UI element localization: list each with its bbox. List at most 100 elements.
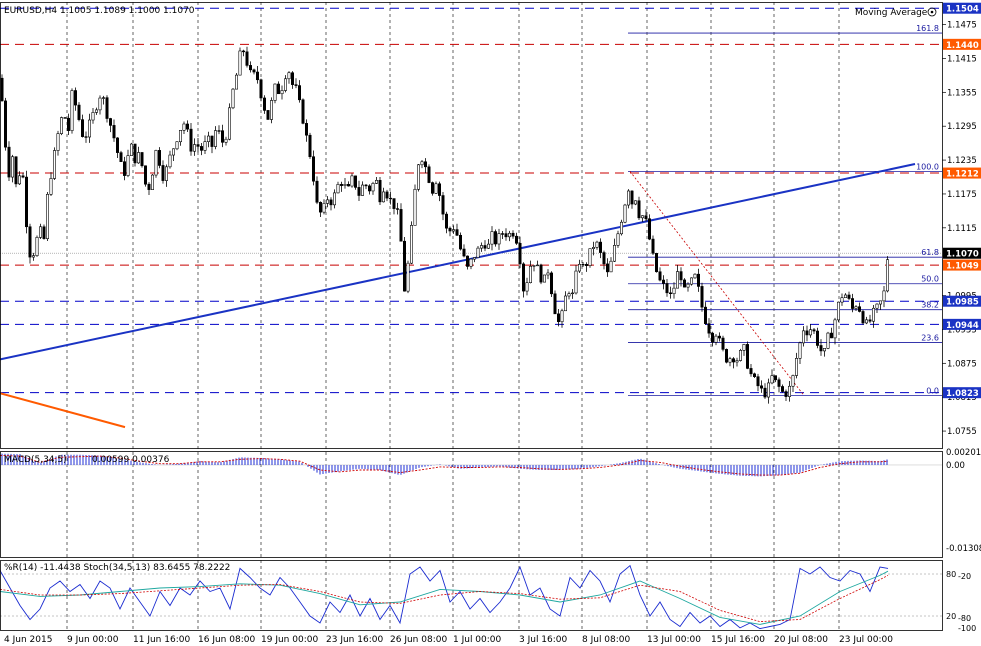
williams-r-line (0, 564, 889, 630)
candle-body (45, 194, 49, 239)
candle-body (689, 277, 693, 285)
candle-body (777, 379, 781, 387)
macd-tick-label: 0.00201 (946, 448, 981, 458)
candle-body (406, 262, 410, 292)
candle-body (189, 128, 193, 152)
candle-body (514, 235, 518, 244)
price-tag-label: 1.1212 (946, 170, 979, 180)
candle-body (249, 65, 253, 71)
macd-panel[interactable]: 0.00201 0.00 -0.01308 (0, 448, 981, 554)
price-tick-label: 1.1175 (947, 190, 977, 200)
candle-body (738, 350, 742, 361)
candle-body (245, 51, 249, 66)
candle-body (67, 117, 71, 131)
fib-level-label: 100.0 (916, 162, 939, 171)
candle-body (672, 287, 676, 295)
candle-body (801, 330, 805, 344)
candle-body (504, 233, 508, 238)
candle-body (311, 156, 315, 182)
price-tag (943, 38, 981, 50)
candle-body (42, 226, 46, 239)
price-panel[interactable]: 161.8 100.0 61.8 50.0 38.2 23.6 0.0 1.1475 1.14… (0, 2, 981, 437)
candle-body (196, 144, 200, 147)
candle-body (854, 306, 858, 309)
candle-body (518, 242, 522, 265)
candle-body (294, 84, 298, 86)
candle-body (214, 130, 218, 147)
time-tick-label: 8 Jul 08:00 (582, 635, 631, 645)
candle-body (77, 104, 81, 120)
macd-values: 0.00599 0.00376 (92, 455, 170, 465)
price-tag-label: 1.0823 (946, 389, 979, 399)
candle-body (228, 107, 232, 140)
price-tag (943, 259, 981, 271)
candle-body (658, 271, 662, 281)
price-tag (943, 295, 981, 307)
candle-body (413, 188, 417, 226)
candle-body (308, 134, 312, 158)
candle-body (647, 218, 651, 240)
time-tick-label: 9 Jun 00:00 (67, 635, 119, 645)
candle-body (577, 263, 581, 272)
candle-body (11, 156, 15, 178)
candle-body (224, 138, 228, 143)
candle-body (290, 72, 294, 85)
price-tick-label: 1.1415 (947, 54, 977, 64)
candle-body (203, 141, 207, 151)
candle-body (710, 332, 714, 343)
candle-body (875, 303, 879, 309)
candle-body (301, 99, 305, 124)
candle-body (116, 137, 120, 153)
candle-body (346, 184, 350, 187)
price-tag-label: 1.1049 (946, 262, 979, 272)
candle-body (137, 152, 141, 164)
candle-body (168, 154, 172, 168)
candle-body (833, 319, 837, 339)
candle-body (864, 319, 868, 324)
candle-body (17, 175, 21, 185)
candle-body (105, 97, 109, 119)
candle-body (882, 290, 886, 302)
candle-body (521, 263, 525, 292)
fib-level-label: 161.8 (916, 24, 939, 33)
candle-body (427, 166, 431, 183)
stoch-signal-line (0, 575, 889, 623)
candle-body (322, 203, 326, 213)
candle-body (231, 88, 235, 109)
macd-histogram (1, 453, 888, 477)
trendlines[interactable] (0, 163, 916, 429)
candle-body (266, 110, 270, 120)
candle-body (252, 69, 256, 73)
candle-body (63, 117, 67, 119)
candle-body (637, 200, 641, 219)
candle-body (714, 335, 718, 343)
candle-body (360, 184, 364, 196)
candle-body (217, 130, 221, 132)
candle-body (123, 161, 127, 176)
candle-body (448, 227, 452, 232)
indicator-label: Moving Average (855, 8, 928, 18)
candle-body (651, 238, 655, 254)
candle-body (52, 150, 56, 179)
candle-body (451, 229, 455, 232)
oscillator-panel[interactable]: 80 20 -20 -80-100 (0, 564, 976, 633)
candle-body (38, 226, 42, 238)
candle-body (794, 358, 798, 376)
candle-body (542, 274, 546, 283)
gear-icon[interactable] (927, 7, 937, 17)
candle-body (574, 270, 578, 294)
candle-body (102, 97, 106, 99)
candle-body (535, 264, 539, 267)
candle-body (235, 74, 239, 90)
osc-tick-label-right: -80 (958, 614, 971, 623)
candle-body (315, 180, 319, 203)
price-tick-label: 1.0935 (947, 325, 977, 335)
time-tick-label: 4 Jun 2015 (4, 635, 52, 645)
current-price-tag (943, 247, 981, 259)
candle-body (696, 273, 700, 287)
candle-body (392, 198, 396, 209)
candle-body (567, 293, 571, 297)
candle-body (207, 135, 211, 142)
candle-body (112, 125, 116, 139)
